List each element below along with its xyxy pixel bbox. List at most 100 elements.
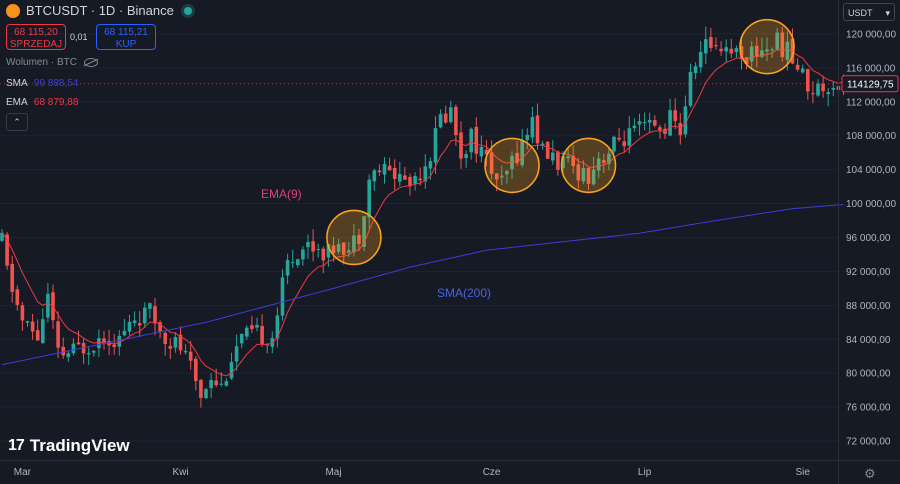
candle-body [234, 346, 239, 362]
chevron-down-icon: ▾ [885, 8, 890, 18]
candle-body [199, 379, 203, 398]
y-tick-label: 92 000,00 [846, 267, 891, 278]
candle-body [765, 49, 769, 52]
candle-body [168, 346, 173, 349]
candle-body [403, 175, 407, 180]
candle-body [250, 325, 254, 329]
candle-body [515, 152, 519, 164]
ema-line [1, 48, 844, 377]
candle-body [709, 37, 713, 48]
last-price-label: 114129,75 [847, 80, 894, 91]
y-tick-label: 76 000,00 [846, 403, 891, 414]
y-tick-label: 120 000,00 [846, 29, 896, 40]
candle-body [454, 106, 458, 136]
currency-label: USDT [848, 8, 873, 18]
candle-body [469, 128, 473, 153]
candle-body [188, 351, 193, 361]
candle-body [760, 50, 764, 57]
y-tick-label: 80 000,00 [846, 369, 891, 380]
candle-body [56, 321, 60, 348]
candle-body [806, 69, 810, 92]
volume-indicator[interactable]: Wolumen · BTC [6, 57, 98, 68]
candle-body [163, 332, 167, 345]
candle-body [683, 106, 688, 135]
buy-button[interactable]: 68 115,21 KUP [96, 24, 156, 50]
candle-body [413, 176, 417, 184]
y-tick-label: 88 000,00 [846, 301, 891, 312]
candle-body [194, 358, 198, 382]
candle-body [127, 321, 132, 332]
candle-body [785, 41, 790, 60]
candle-body [525, 134, 530, 141]
sma-indicator[interactable]: SMA 99 888,54 [6, 78, 78, 89]
last-price-tag [841, 75, 899, 93]
candle-body [76, 342, 81, 345]
x-tick-label: Sie [795, 467, 810, 478]
candle-body [607, 153, 611, 164]
bitcoin-logo-icon [6, 3, 20, 18]
candle-body [408, 176, 412, 186]
candle-body [800, 68, 805, 73]
candle-body [627, 128, 632, 146]
settings-gear-icon[interactable]: ⚙ [864, 466, 876, 481]
sma-chart-label: SMA(200) [437, 286, 491, 300]
candle-body [428, 161, 433, 169]
candle-body [285, 260, 290, 276]
spread-value: 0,01 [70, 32, 88, 42]
ema-indicator[interactable]: EMA 68 879,88 [6, 97, 78, 108]
buy-label: KUP [115, 39, 137, 50]
candle-body [331, 245, 336, 254]
candle-body [566, 156, 570, 159]
candle-body [831, 87, 836, 90]
x-tick-label: Kwi [172, 467, 188, 478]
candle-body [5, 234, 9, 266]
candle-body [372, 170, 377, 182]
candle-body [693, 66, 698, 74]
x-tick-label: Mar [14, 467, 32, 478]
candle-body [591, 169, 596, 185]
symbol-header[interactable]: BTCUSDT · 1D · Binance [6, 3, 192, 18]
y-tick-label: 104 000,00 [846, 165, 896, 176]
candle-body [556, 151, 560, 170]
candle-body [673, 110, 677, 122]
collapse-chevron-up-icon[interactable]: ⌃ [6, 113, 28, 131]
candle-body [612, 136, 616, 152]
candle-body [336, 244, 341, 252]
candle-body [214, 380, 218, 386]
market-open-icon [183, 6, 192, 15]
candle-body [668, 110, 672, 136]
candle-body [102, 338, 106, 344]
currency-dropdown[interactable]: USDT ▾ [843, 3, 895, 21]
candle-body [653, 120, 657, 126]
candle-body [617, 137, 621, 140]
candle-body [540, 143, 545, 146]
sell-button[interactable]: 68 115,20 SPRZEDAJ [6, 24, 66, 50]
candle-body [143, 307, 147, 324]
candle-body [704, 39, 708, 54]
candle-body [66, 353, 71, 358]
x-tick-label: Lip [638, 467, 652, 478]
candle-body [423, 166, 428, 182]
sell-price: 68 115,20 [14, 27, 58, 38]
hide-eye-icon[interactable] [83, 57, 98, 67]
candle-body [484, 149, 489, 155]
ema-value: 68 879,88 [33, 97, 79, 108]
candle-body [224, 381, 229, 386]
candle-body [780, 32, 785, 58]
candle-body [775, 32, 779, 50]
candle-body [688, 71, 693, 106]
y-tick-label: 84 000,00 [846, 335, 891, 346]
candle-body [510, 155, 514, 170]
candle-body [245, 327, 249, 337]
candle-body [10, 263, 14, 292]
candle-body [362, 216, 366, 247]
candle-body [642, 122, 647, 124]
sma-value: 99 888,54 [33, 78, 79, 89]
candle-body [71, 343, 76, 354]
candle-body [132, 320, 137, 324]
tradingview-watermark: 17 TradingView [8, 436, 130, 456]
tradingview-logo-icon: 17 [8, 437, 25, 454]
candle-body [790, 38, 795, 64]
candle-body [204, 389, 208, 399]
